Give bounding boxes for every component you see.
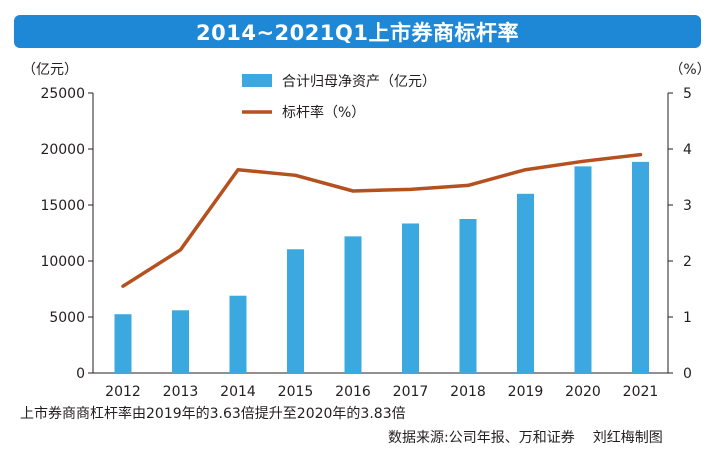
y-left-tick-label: 15000 <box>40 198 85 214</box>
bar <box>114 314 132 373</box>
y-left-tick-label: 0 <box>76 366 85 382</box>
x-tick-label: 2020 <box>565 384 601 400</box>
axes: 0 5000 10000 15000 20000 25000 0 1 2 3 4 5 （亿元） （%） 20… <box>22 62 711 400</box>
x-tick-label: 2019 <box>508 384 544 400</box>
x-tick-label: 2013 <box>163 384 199 400</box>
x-tick-label: 2014 <box>220 384 256 400</box>
source-text: 数据来源:公司年报、万和证券 <box>388 430 575 446</box>
bar <box>517 193 534 373</box>
y-right-tick-label: 3 <box>683 198 692 214</box>
chart-caption: 上市券商商杠杆率由2019年的3.63倍提升至2020年的3.83倍 <box>20 406 406 422</box>
y-right-tick-label: 2 <box>683 254 692 270</box>
y-right-unit-label: （%） <box>669 62 710 78</box>
x-tick-label: 2012 <box>105 384 141 400</box>
y-left-tick-label: 5000 <box>49 310 85 326</box>
bar <box>632 161 649 373</box>
legend-line-label: 标杆率（%） <box>282 104 365 121</box>
y-right-tick-label: 0 <box>683 366 692 382</box>
y-right-tick-label: 1 <box>683 310 692 326</box>
legend-bar-swatch <box>242 74 272 87</box>
legend: 合计归母净资产（亿元） 标杆率（%） <box>242 73 436 121</box>
bar <box>459 219 477 373</box>
bar <box>287 249 304 373</box>
x-tick-label: 2015 <box>278 384 314 400</box>
line-series <box>121 152 643 288</box>
bar <box>229 295 247 373</box>
y-right-tick-label: 5 <box>683 86 692 102</box>
x-tick-label: 2017 <box>393 384 429 400</box>
y-left-unit-label: （亿元） <box>22 62 78 78</box>
leverage-line <box>121 152 643 288</box>
y-right-tick-label: 4 <box>683 142 692 158</box>
bar <box>344 236 362 373</box>
legend-bar-label: 合计归母净资产（亿元） <box>282 73 436 90</box>
x-tick-label: 2018 <box>450 384 486 400</box>
chart-title-bar: 2014~2021Q1上市券商标杆率 <box>14 15 701 48</box>
chart-title: 2014~2021Q1上市券商标杆率 <box>196 20 519 45</box>
x-tick-label: 2021 <box>623 384 659 400</box>
bar <box>574 166 592 373</box>
x-tick-label: 2016 <box>335 384 371 400</box>
y-left-tick-label: 20000 <box>40 142 85 158</box>
bar <box>402 223 419 373</box>
y-left-tick-label: 10000 <box>40 254 85 270</box>
source-note: 数据来源:公司年报、万和证券 刘红梅制图 <box>388 427 663 447</box>
bar <box>172 310 189 373</box>
author-credit: 刘红梅制图 <box>592 430 663 446</box>
bars <box>114 161 649 373</box>
y-left-tick-label: 25000 <box>40 86 85 102</box>
